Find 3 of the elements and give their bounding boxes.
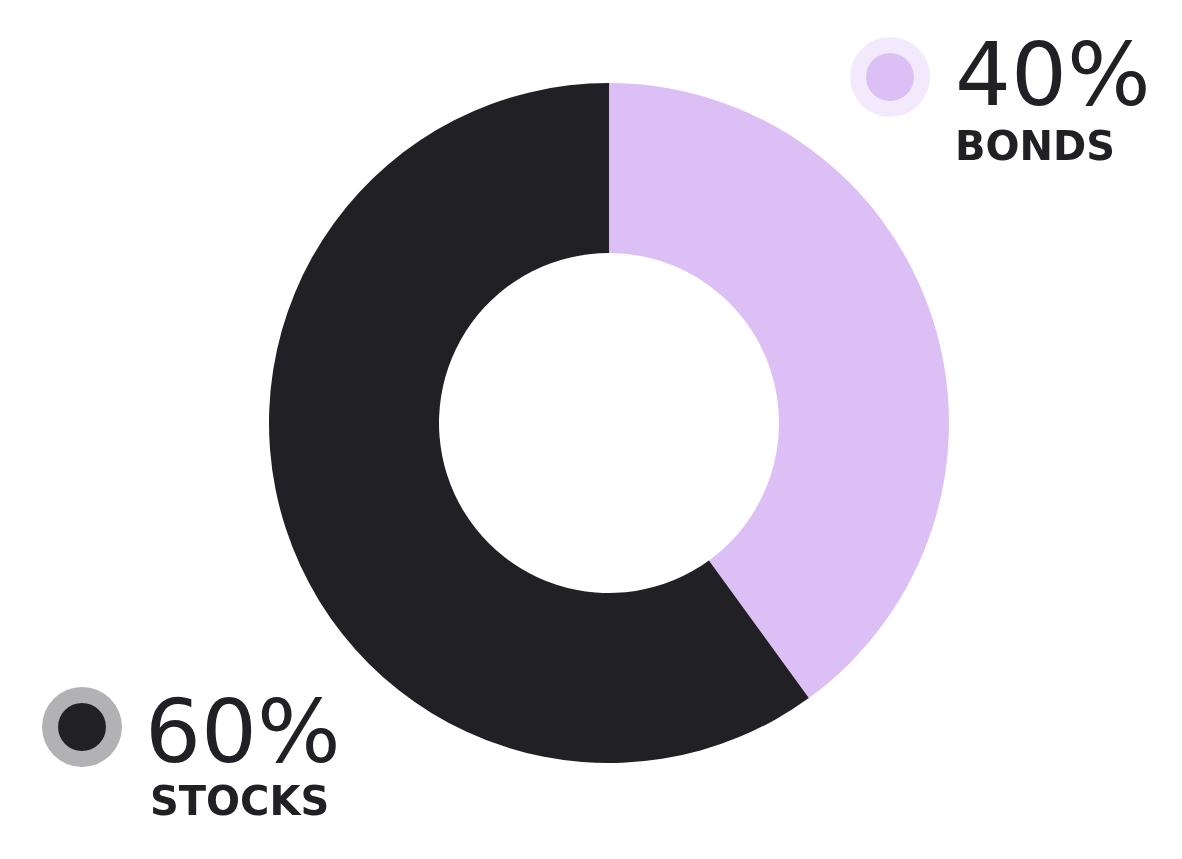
donut-slice (609, 83, 949, 699)
slice-label: BONDS (955, 123, 1115, 169)
data-label: 40% (955, 23, 1151, 126)
